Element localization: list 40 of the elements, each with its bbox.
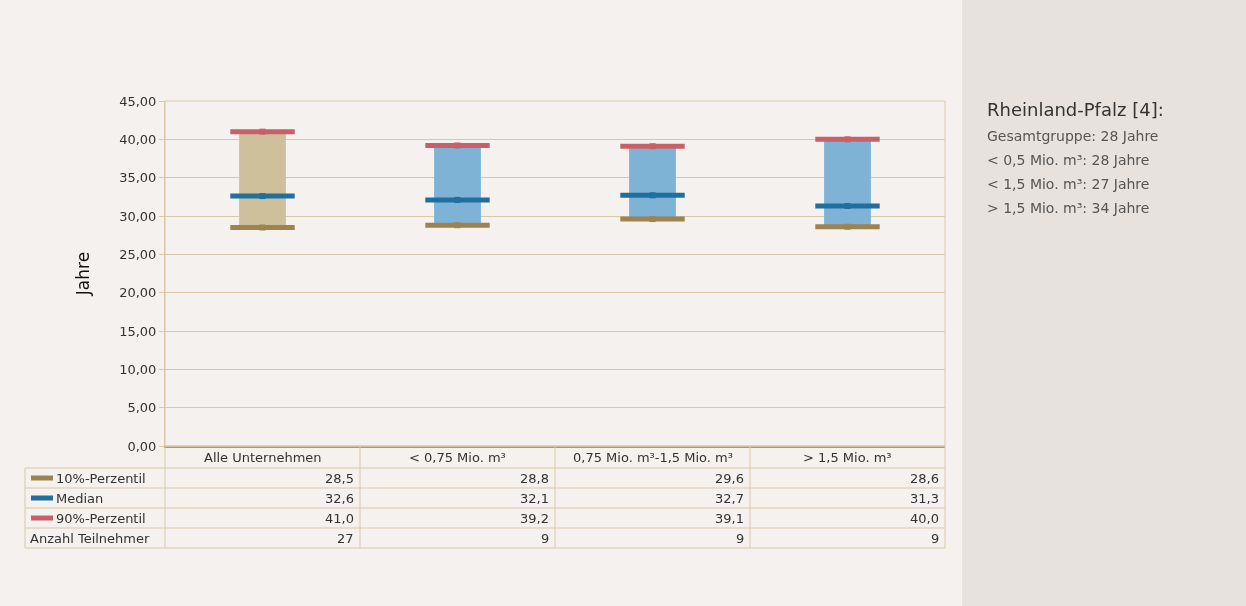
data-label: 40,0 <box>910 511 939 526</box>
data-label: 39,2 <box>520 511 549 526</box>
text: Gesamtgruppe: 28 Jahre <box>987 128 1159 144</box>
text: 27 <box>337 531 354 546</box>
text: < 1,5 Mio. m³: 27 Jahre <box>987 176 1150 192</box>
data-label: 39,1 <box>715 511 744 526</box>
x-tick-label: Alle Unternehmen <box>204 450 322 465</box>
data-label: 29,6 <box>715 471 744 486</box>
legend-label: 90%-Perzentil <box>56 511 146 526</box>
text: Anzahl Teilnehmer <box>30 531 150 546</box>
data-label: 28,5 <box>325 471 354 486</box>
x-tick-label: < 0,75 Mio. m³ <box>409 450 506 465</box>
y-tick-label: 40,00 <box>119 131 157 147</box>
legend-label: Median <box>56 491 104 506</box>
y-tick-label: 5,00 <box>127 400 157 416</box>
text: 9 <box>931 531 940 546</box>
text: Rheinland-Pfalz [4]: <box>987 99 1164 120</box>
y-tick-label: 20,00 <box>119 285 157 301</box>
x-tick-label: 0,75 Mio. m³-1,5 Mio. m³ <box>573 450 733 465</box>
text: > 1,5 Mio. m³: 34 Jahre <box>987 200 1150 216</box>
data-label: 32,6 <box>325 491 354 506</box>
y-tick-label: 35,00 <box>119 170 157 186</box>
data-label: 32,1 <box>520 491 549 506</box>
y-tick-label: 45,00 <box>119 93 157 109</box>
y-tick-label: 0,00 <box>127 438 157 454</box>
data-label: 41,0 <box>325 511 354 526</box>
y-tick-label: 15,00 <box>119 323 157 339</box>
data-label: 28,6 <box>910 471 939 486</box>
x-tick-label: > 1,5 Mio. m³ <box>803 450 892 465</box>
y-axis-title: Jahre <box>72 251 93 297</box>
y-tick-label: 30,00 <box>119 208 157 224</box>
data-label: 32,7 <box>715 491 744 506</box>
text: 9 <box>736 531 745 546</box>
text: < 0,5 Mio. m³: 28 Jahre <box>987 152 1150 168</box>
text: 9 <box>541 531 550 546</box>
data-label: 28,8 <box>520 471 549 486</box>
y-tick-label: 10,00 <box>119 361 157 377</box>
legend-label: 10%-Perzentil <box>56 471 146 486</box>
data-label: 31,3 <box>910 491 939 506</box>
y-tick-label: 25,00 <box>119 246 157 262</box>
